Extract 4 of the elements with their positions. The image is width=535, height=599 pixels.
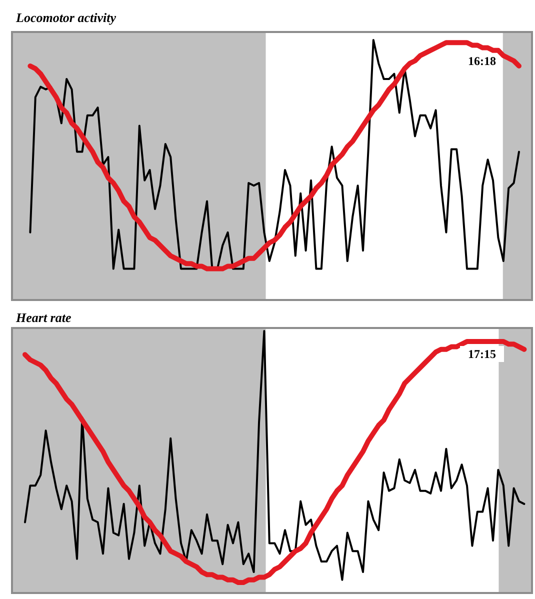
annotation: 17:15 [468, 347, 496, 361]
chart-title: Locomotor activity [15, 10, 116, 25]
chart-title: Heart rate [15, 310, 72, 325]
annotation: 16:18 [468, 54, 496, 68]
